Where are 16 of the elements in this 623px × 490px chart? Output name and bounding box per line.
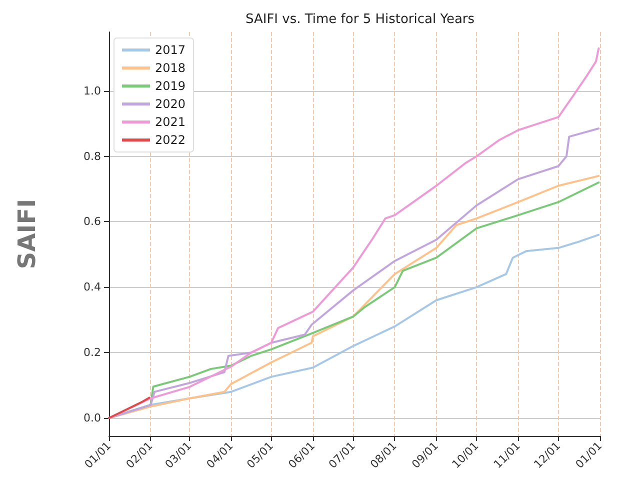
- legend-label: 2017: [155, 43, 186, 57]
- y-tick-label: 0.4: [84, 280, 101, 294]
- y-axis-title: SAIFI: [13, 198, 41, 270]
- chart-title: SAIFI vs. Time for 5 Historical Years: [245, 12, 475, 27]
- y-tick-label: 0.6: [84, 215, 101, 228]
- legend-label: 2022: [155, 133, 186, 147]
- legend-label: 2019: [155, 79, 186, 93]
- y-tick-label: 0.2: [84, 346, 101, 360]
- line-series: [108, 128, 600, 420]
- y-tick-label: 0.8: [84, 150, 101, 163]
- y-tick-label: 1.0: [84, 84, 101, 98]
- legend-label: 2018: [155, 61, 186, 75]
- legend-label: 2020: [155, 97, 186, 111]
- legend-label: 2021: [155, 115, 186, 129]
- line-series: [108, 396, 150, 420]
- y-tick-label: 0.0: [84, 412, 101, 425]
